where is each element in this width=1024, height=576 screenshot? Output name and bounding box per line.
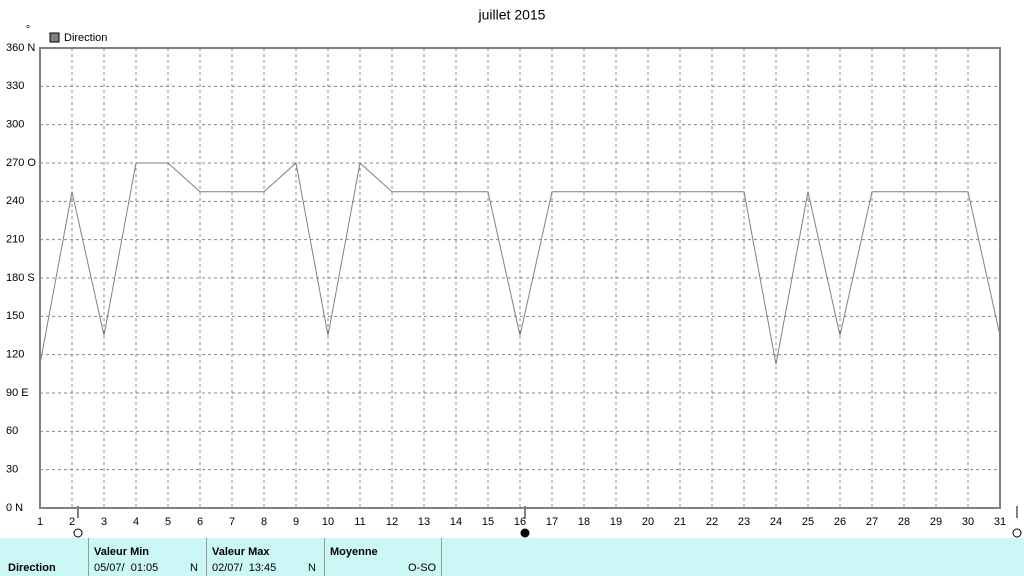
y-tick-label: 330	[6, 80, 24, 92]
x-tick-label: 23	[738, 516, 750, 528]
x-tick-label: 17	[546, 516, 558, 528]
plot-frame	[39, 47, 1001, 509]
marker	[520, 528, 530, 538]
x-tick-label: 25	[802, 516, 814, 528]
x-tick-label: 26	[834, 516, 846, 528]
x-tick-label: 14	[450, 516, 462, 528]
marker	[1012, 528, 1022, 538]
x-tick-label: 15	[482, 516, 494, 528]
chart-title: juillet 2015	[478, 7, 546, 23]
x-tick-label: 10	[322, 516, 334, 528]
x-tick-label: 9	[293, 516, 299, 528]
series-line	[39, 162, 1001, 365]
x-tick-label: 12	[386, 516, 398, 528]
marker	[73, 528, 83, 538]
separator	[88, 538, 89, 576]
x-tick-label: 24	[770, 516, 782, 528]
x-tick-label: 21	[674, 516, 686, 528]
y-tick-label: 150	[6, 310, 24, 322]
max-title: Valeur Max	[212, 546, 270, 558]
max-dir: N	[308, 562, 316, 574]
x-tick-label: 19	[610, 516, 622, 528]
y-tick-label: 300	[6, 119, 24, 131]
legend-label: Direction	[64, 32, 107, 44]
y-tick-label: 120	[6, 349, 24, 361]
x-tick-label: 31	[994, 516, 1006, 528]
y-tick-label: 30	[6, 464, 18, 476]
y-tick-label: 180 S	[6, 272, 35, 284]
x-tick-label: 28	[898, 516, 910, 528]
stats-panel: Direction Valeur Min 05/07/ 01:05 N Vale…	[0, 538, 1024, 576]
min-title: Valeur Min	[94, 546, 150, 558]
x-tick-label: 6	[197, 516, 203, 528]
mean-dir: O-SO	[408, 562, 437, 574]
x-tick-label: 5	[165, 516, 171, 528]
stats-label: Direction	[8, 562, 56, 574]
y-tick-label: 60	[6, 425, 18, 437]
y-tick-label: 210	[6, 234, 24, 246]
x-tick-label: 22	[706, 516, 718, 528]
max-time: 02/07/ 13:45	[212, 562, 277, 574]
x-tick-label: 1	[37, 516, 43, 528]
min-time: 05/07/ 01:05	[94, 562, 159, 574]
y-tick-label: 90 E	[6, 387, 29, 399]
separator	[206, 538, 207, 576]
x-tick-label: 7	[229, 516, 235, 528]
x-tick-label: 18	[578, 516, 590, 528]
x-tick-label: 30	[962, 516, 974, 528]
x-tick-label: 29	[930, 516, 942, 528]
separator	[441, 538, 442, 576]
separator	[324, 538, 325, 576]
x-tick-label: 2	[69, 516, 75, 528]
y-tick-label: 360 N	[6, 42, 35, 54]
x-tick-label: 27	[866, 516, 878, 528]
mean-title: Moyenne	[330, 546, 378, 558]
x-markers	[73, 506, 1022, 538]
x-tick-label: 11	[354, 516, 365, 528]
y-unit: °	[26, 24, 30, 36]
y-tick-label: 240	[6, 195, 24, 207]
x-tick-label: 16	[514, 516, 526, 528]
x-tick-label: 8	[261, 516, 267, 528]
x-tick-label: 20	[642, 516, 654, 528]
y-tick-label: 0 N	[6, 502, 23, 514]
x-tick-label: 13	[418, 516, 430, 528]
x-tick-label: 4	[133, 516, 139, 528]
x-tick-label: 3	[101, 516, 107, 528]
y-tick-label: 270 O	[6, 157, 36, 169]
min-dir: N	[190, 562, 198, 574]
legend-swatch	[49, 32, 60, 43]
